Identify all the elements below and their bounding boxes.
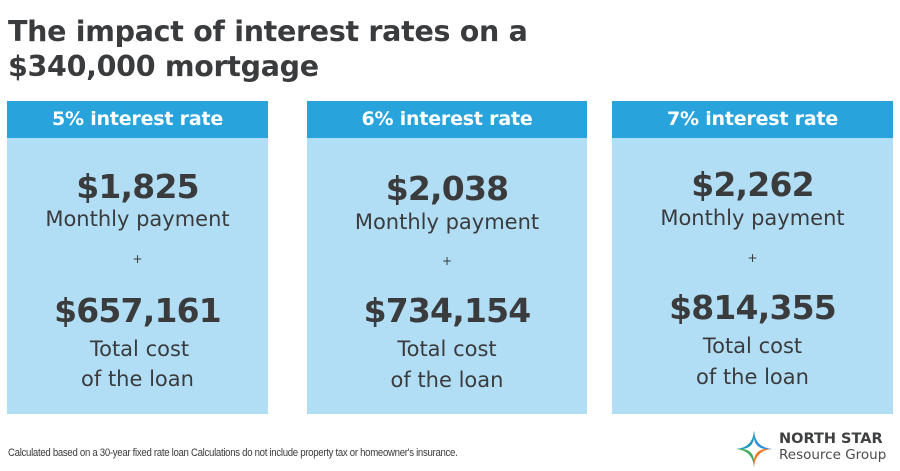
four-point-star-icon [736,431,772,467]
total-cost-amount: $814,355 [669,288,837,327]
rate-card-6-percent: 6% interest rate $2,038 Monthly payment … [307,101,587,414]
logo-name: NORTH STAR [779,431,883,447]
total-cost-label-line-2: of the loan [390,368,504,392]
company-logo: NORTH STAR Resource Group [734,427,894,469]
title-line-1: The impact of interest rates on a [8,15,528,48]
monthly-payment-label: Monthly payment [45,207,230,231]
monthly-payment-label: Monthly payment [660,206,845,230]
rate-card-7-percent: 7% interest rate $2,262 Monthly payment … [612,101,893,414]
total-cost-label-line-1: Total cost [397,337,497,361]
plus-sign: + [132,252,143,266]
card-header: 7% interest rate [612,101,893,138]
card-header: 6% interest rate [307,101,587,138]
monthly-payment-amount: $2,038 [385,169,509,208]
card-header: 5% interest rate [7,101,268,138]
plus-sign: + [747,251,758,265]
rate-card-5-percent: 5% interest rate $1,825 Monthly payment … [7,101,268,414]
total-cost-label-line-1: Total cost [702,334,803,358]
logo-subtitle: Resource Group [779,447,887,463]
total-cost-label-line-1: Total cost [89,337,190,361]
monthly-payment-label: Monthly payment [354,210,540,234]
total-cost-label-line-2: of the loan [696,365,809,389]
plus-sign: + [441,254,453,268]
monthly-payment-amount: $2,262 [691,165,814,204]
title-line-2: $340,000 mortgage [8,50,319,83]
page-title: The impact of interest rates on a $340,0… [8,14,528,84]
total-cost-amount: $734,154 [363,291,532,330]
total-cost-amount: $657,161 [54,291,222,330]
total-cost-label-line-2: of the loan [81,367,194,391]
monthly-payment-amount: $1,825 [76,167,199,206]
footnote: Calculated based on a 30-year fixed rate… [8,447,458,459]
